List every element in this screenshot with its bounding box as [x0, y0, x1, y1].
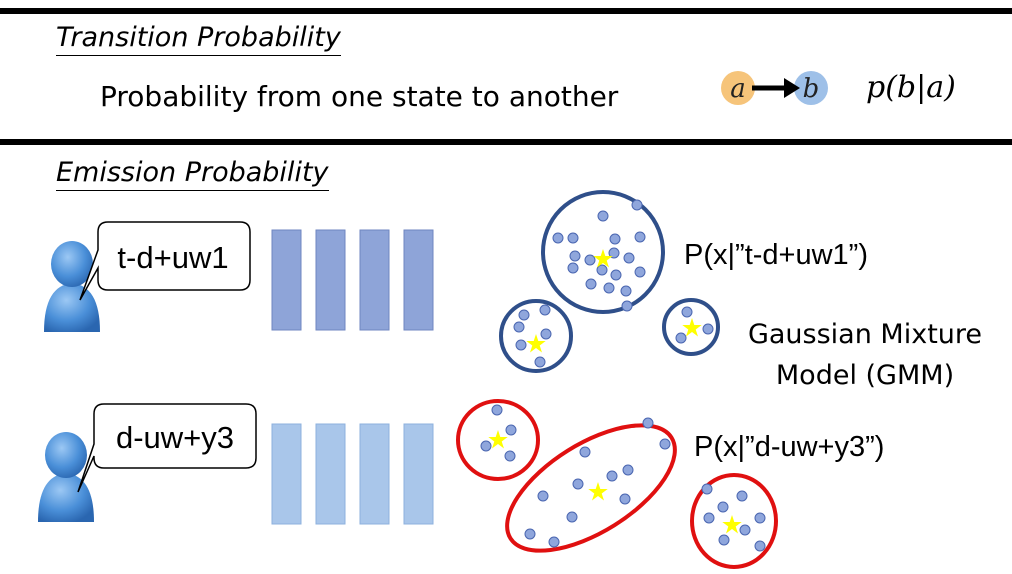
speech-bubble-state2: d-uw+y3	[77, 403, 257, 493]
node-a-label: a	[730, 74, 746, 104]
state2-label: d-uw+y3	[116, 420, 234, 455]
mean-star	[593, 249, 613, 268]
node-b-label: b	[803, 74, 820, 104]
gaussian-component	[541, 190, 665, 314]
feature-bars-state1	[271, 229, 434, 331]
person-icon	[44, 241, 100, 332]
gmm-state1	[499, 190, 720, 373]
mean-star	[526, 334, 546, 353]
gaussian-component	[505, 423, 677, 553]
state1-prob-label: P(x|”t-d+uw1”)	[684, 239, 868, 271]
gaussian-component	[662, 298, 720, 356]
mean-star	[488, 430, 508, 449]
transition-diagram: a b	[721, 71, 828, 105]
transition-formula: p(b|a)	[866, 70, 956, 105]
speech-bubble-state1: t-d+uw1	[79, 221, 251, 301]
gmm-label-line1: Gaussian Mixture	[747, 319, 983, 350]
arrow-head	[784, 78, 800, 98]
feature-bars-state2	[271, 423, 434, 525]
transition-title: Transition Probability	[56, 22, 341, 56]
top-rule	[0, 8, 1012, 14]
gaussian-component	[690, 473, 778, 569]
state2-prob-label: P(x|”d-uw+y3”)	[694, 431, 885, 463]
person-icon	[38, 432, 94, 522]
node-a	[721, 71, 755, 105]
gaussian-component	[499, 299, 573, 373]
mean-star	[588, 482, 608, 501]
emission-title: Emission Probability	[56, 157, 329, 191]
mean-star	[722, 515, 742, 534]
state1-label: t-d+uw1	[117, 240, 228, 275]
transition-description: Probability from one state to another	[100, 80, 619, 113]
middle-rule	[0, 139, 1012, 145]
gmm-label-line2: Model (GMM)	[775, 360, 955, 391]
mean-star	[682, 318, 702, 337]
node-b	[794, 71, 828, 105]
gaussian-component	[456, 399, 540, 481]
gmm-state2	[456, 399, 778, 569]
